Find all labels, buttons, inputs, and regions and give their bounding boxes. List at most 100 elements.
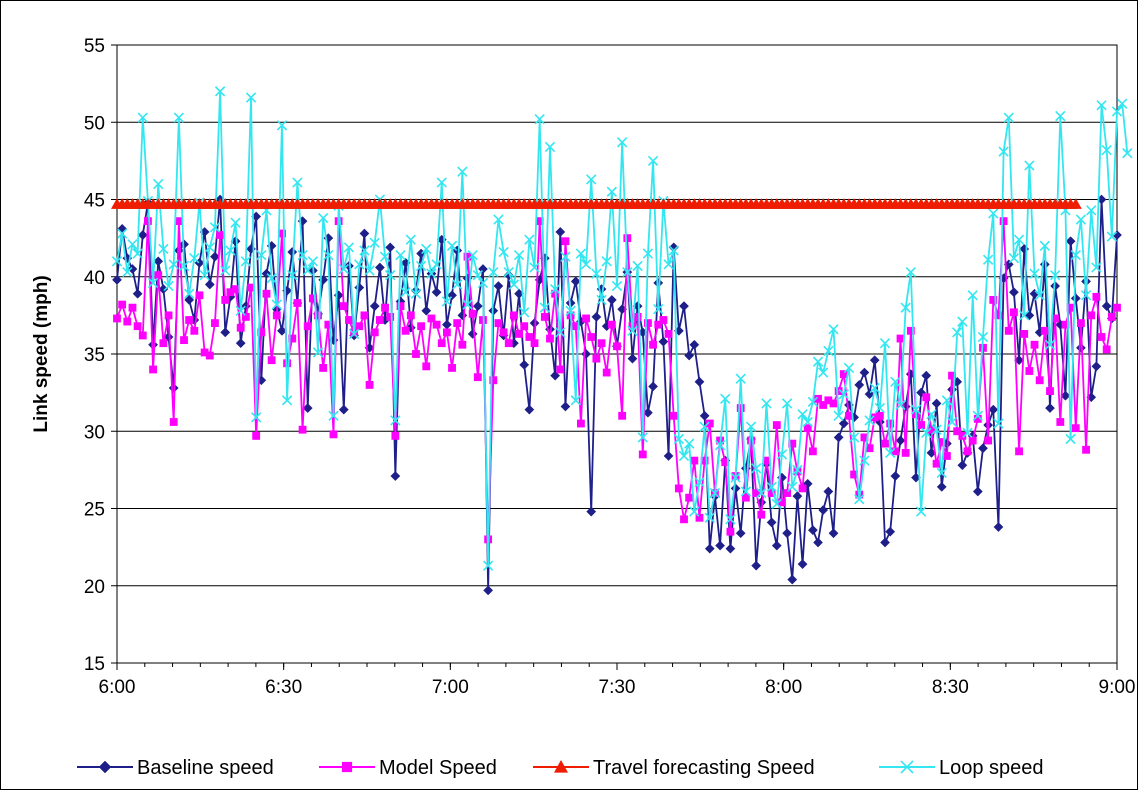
y-tick-label: 30 [84, 422, 105, 443]
x-point [972, 410, 983, 421]
diamond-point [385, 242, 396, 253]
diamond-point [792, 491, 803, 502]
x-point [508, 279, 520, 290]
x-point [993, 418, 1004, 429]
diamond-point [627, 353, 638, 364]
x-point [462, 299, 473, 310]
x-point [426, 268, 437, 279]
x-point [647, 155, 659, 167]
square-point [602, 368, 611, 377]
x-point [1122, 147, 1133, 159]
x-point [720, 393, 731, 404]
square-point [932, 459, 941, 468]
square-point [1082, 445, 1090, 454]
diamond-point [235, 338, 246, 349]
square-point [582, 314, 590, 323]
x-point [379, 251, 391, 262]
square-point [303, 322, 312, 331]
square-point [272, 311, 281, 320]
x-point [812, 356, 824, 367]
square-point [463, 252, 472, 261]
square-point [133, 322, 142, 331]
x-point [251, 412, 262, 423]
diamond-point [184, 294, 195, 305]
diamond-point [885, 526, 896, 537]
x-point [802, 416, 813, 428]
x-point [921, 427, 932, 438]
square-point [850, 470, 859, 479]
diamond-point [663, 451, 674, 461]
square-point [1035, 376, 1044, 385]
legend-item: Model Speed [319, 757, 497, 779]
square-point [138, 331, 147, 340]
x-point [472, 270, 483, 281]
square-point [190, 326, 199, 335]
x-point [838, 389, 849, 400]
series-line [116, 198, 1118, 592]
x-point [1008, 253, 1020, 264]
diamond-point [715, 540, 726, 551]
diamond-point [978, 443, 988, 454]
square-point [231, 285, 240, 294]
square-point [587, 333, 596, 341]
diamond-point [921, 370, 932, 381]
diamond-point [209, 251, 220, 262]
square-point [659, 316, 668, 324]
x-point [905, 266, 916, 278]
x-point [529, 262, 540, 273]
square-point [530, 339, 539, 348]
diamond-point [441, 319, 452, 330]
x-point [854, 494, 865, 505]
x-point [1019, 310, 1030, 321]
diamond-point [117, 223, 128, 234]
square-point [778, 498, 786, 507]
square-point [499, 328, 508, 337]
x-point [297, 249, 308, 261]
square-point [293, 299, 302, 307]
square-point [278, 229, 286, 238]
square-point [345, 316, 353, 324]
legend: Baseline speed Model Speed Travel forecast… [77, 757, 1044, 779]
x-point [895, 399, 906, 411]
x-point [756, 487, 767, 499]
square-point [1071, 424, 1080, 433]
square-point [169, 418, 178, 426]
square-point [226, 288, 235, 297]
square-point [159, 339, 168, 348]
diamond-point [751, 560, 762, 571]
x-point [369, 237, 380, 248]
diamond-point [606, 294, 617, 305]
x-point [287, 270, 298, 281]
diamond-point [586, 506, 597, 517]
x-point [632, 260, 643, 272]
diamond-point [570, 276, 581, 287]
square-point [154, 271, 163, 280]
diamond-point [869, 355, 880, 366]
x-tick-label: 6:00 [99, 677, 136, 698]
x-point [848, 432, 860, 443]
square-point [613, 342, 621, 351]
square-point [164, 311, 173, 320]
x-point [859, 455, 870, 466]
diamond-point [916, 387, 927, 398]
x-point [225, 245, 236, 256]
diamond-point [689, 339, 700, 350]
x-point [936, 467, 947, 479]
diamond-point [374, 262, 385, 273]
square-point [236, 323, 245, 332]
square-point [638, 450, 647, 459]
y-tick-label: 40 [84, 268, 105, 289]
x-point [446, 240, 458, 252]
x-point [776, 449, 788, 460]
diamond-point [519, 359, 530, 370]
square-point [762, 456, 771, 465]
square-point [1051, 314, 1060, 323]
x-point [555, 327, 566, 338]
x-point [580, 259, 592, 270]
square-point [355, 322, 364, 331]
x-tick-label: 7:00 [432, 677, 469, 698]
x-point [544, 141, 556, 153]
x-point [436, 177, 447, 188]
